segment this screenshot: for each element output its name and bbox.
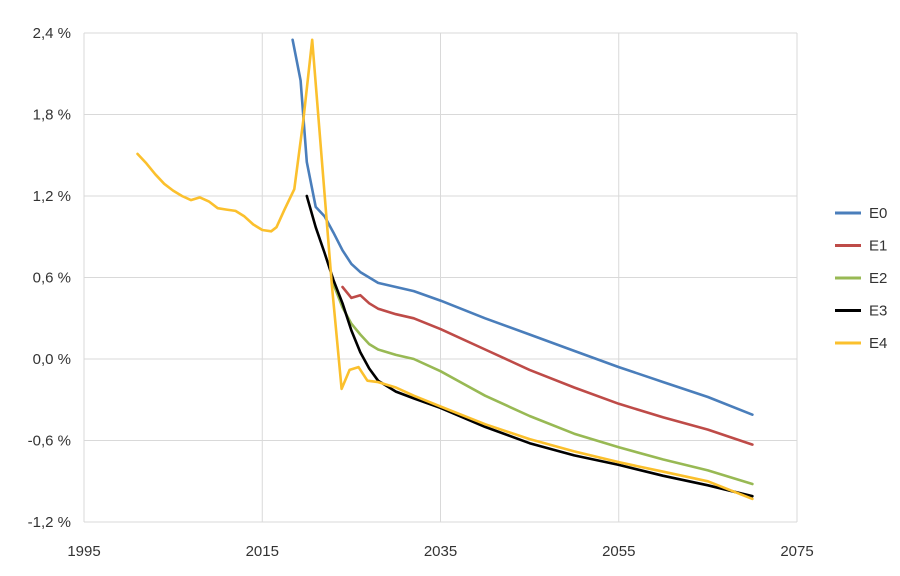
series-line-e4 xyxy=(136,38,754,501)
legend-label-e0: E0 xyxy=(869,205,887,222)
series-lines xyxy=(136,38,754,501)
y-tick-label: 1,2 % xyxy=(33,188,71,205)
tick-labels: 2,4 % 1,8 % 1,2 % 0,6 % 0,0 % -0,6 % -1,2 % 199… xyxy=(28,25,814,560)
series-line-e0 xyxy=(291,38,754,416)
x-tick-label: 2035 xyxy=(424,543,457,560)
x-tick-label: 2055 xyxy=(602,543,635,560)
y-tick-label: -0,6 % xyxy=(28,433,71,450)
legend: E0 E1 E2 E3 E4 xyxy=(835,205,887,352)
series-line-e2 xyxy=(332,283,754,486)
series-line-e1 xyxy=(341,285,754,446)
series-line-e3 xyxy=(305,194,754,498)
x-tick-label: 2015 xyxy=(246,543,279,560)
y-tick-label: 2,4 % xyxy=(33,25,71,42)
legend-label-e1: E1 xyxy=(869,238,887,255)
y-tick-label: 0,0 % xyxy=(33,351,71,368)
legend-label-e4: E4 xyxy=(869,335,887,352)
y-tick-label: 1,8 % xyxy=(33,107,71,124)
y-tick-label: -1,2 % xyxy=(28,514,71,531)
y-tick-label: 0,6 % xyxy=(33,270,71,287)
x-tick-label: 1995 xyxy=(67,543,100,560)
grid xyxy=(83,32,798,523)
x-tick-label: 2075 xyxy=(780,543,813,560)
legend-label-e3: E3 xyxy=(869,303,887,320)
legend-label-e2: E2 xyxy=(869,270,887,287)
